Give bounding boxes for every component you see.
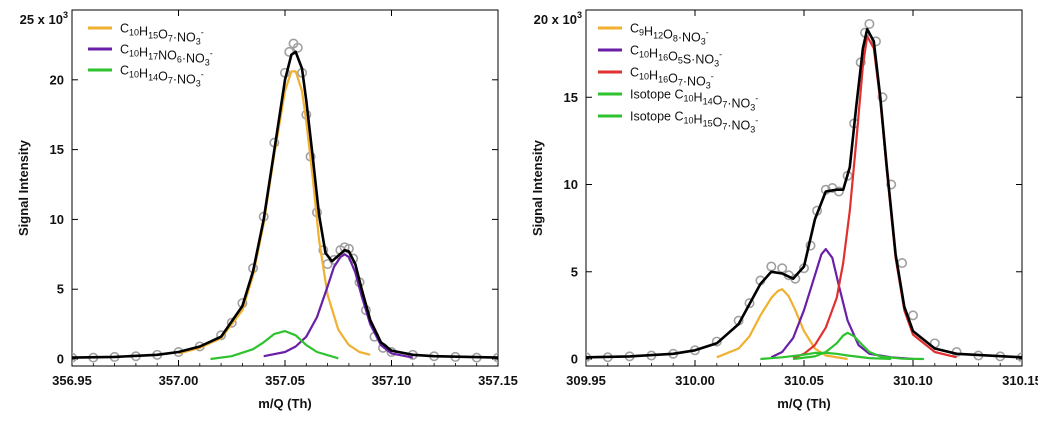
fit-line [586, 27, 1022, 359]
x-tick-label: 357.10 [372, 373, 412, 388]
plot-area [72, 38, 498, 363]
legend-label: Isotope C10H14O7·NO3- [630, 88, 758, 113]
legend: C9H12O8·NO3-C10H16O5S·NO3-C10H16O7·NO3-I… [598, 22, 758, 135]
data-point [833, 186, 844, 197]
data-point [886, 179, 897, 190]
legend-label: C10H15O7·NO3- [120, 22, 204, 47]
x-tick-label: 310.00 [675, 373, 715, 388]
series-line-3 [210, 330, 339, 361]
x-axis-label: m/Q (Th) [258, 396, 311, 411]
plot-frame [71, 9, 499, 367]
y-tick-label: 15 [50, 142, 64, 157]
data-point [744, 298, 755, 309]
legend-label: C10H17NO6·NO3- [120, 43, 213, 68]
y-tick-label: 5 [571, 264, 578, 279]
series-line-2 [770, 248, 914, 361]
series-line-2 [263, 253, 414, 359]
data-point [907, 310, 918, 321]
data-point [877, 92, 888, 103]
legend-label: C10H16O7·NO3- [630, 66, 714, 91]
legend-label: C10H16O5S·NO3- [630, 44, 722, 69]
y-scale-label: 20 x 103 [534, 10, 582, 27]
x-tick-label: 310.15 [1002, 373, 1038, 388]
y-tick-label: 20 [50, 72, 64, 87]
data-point [711, 336, 722, 347]
y-axis-label: Signal Intensity [16, 139, 31, 236]
chart-panel-2: 20 x 103 0 5 10 15 309.95 310.00 310.05 310.10 31… [530, 9, 1038, 411]
x-tick-label: 357.00 [159, 373, 199, 388]
series-line-5 [792, 331, 924, 361]
y-axis-label: Signal Intensity [530, 139, 545, 236]
data-point [870, 36, 881, 47]
legend-label: C10H14O7·NO3- [120, 64, 204, 89]
legend: C10H15O7·NO3-C10H17NO6·NO3-C10H14O7·NO3- [88, 22, 213, 89]
y-tick-label: 5 [57, 282, 64, 297]
x-tick-label: 310.05 [784, 373, 824, 388]
x-tick-label: 310.10 [893, 373, 933, 388]
x-tick-label: 357.05 [265, 373, 305, 388]
y-scale-label: 25 x 103 [20, 10, 68, 27]
chart-panel-1: 25 x 103 0 5 10 15 20 356.95 357.00 357.05 357.10… [16, 9, 518, 411]
series-line-1 [178, 70, 371, 356]
x-axis-label: m/Q (Th) [777, 396, 830, 411]
data-point [897, 258, 908, 269]
data-point [216, 330, 227, 341]
y-tick-label: 10 [564, 177, 578, 192]
x-tick-label: 356.95 [52, 373, 92, 388]
legend-label: Isotope C10H15O7·NO3- [630, 110, 758, 135]
data-point [226, 317, 237, 328]
data-point [292, 42, 303, 53]
data-point [864, 18, 875, 29]
plot-area [586, 18, 1022, 363]
y-tick-label: 0 [571, 352, 578, 367]
y-tick-label: 15 [564, 90, 578, 105]
y-tick-label: 0 [57, 352, 64, 367]
x-tick-label: 357.15 [478, 373, 518, 388]
series-line-1 [716, 288, 848, 361]
data-point [777, 263, 788, 274]
fit-line [72, 50, 498, 359]
series-line-3 [792, 35, 957, 360]
legend-label: C9H12O8·NO3- [630, 22, 709, 47]
y-tick-label: 10 [50, 212, 64, 227]
data-point [766, 261, 777, 272]
x-tick-label: 309.95 [566, 373, 606, 388]
